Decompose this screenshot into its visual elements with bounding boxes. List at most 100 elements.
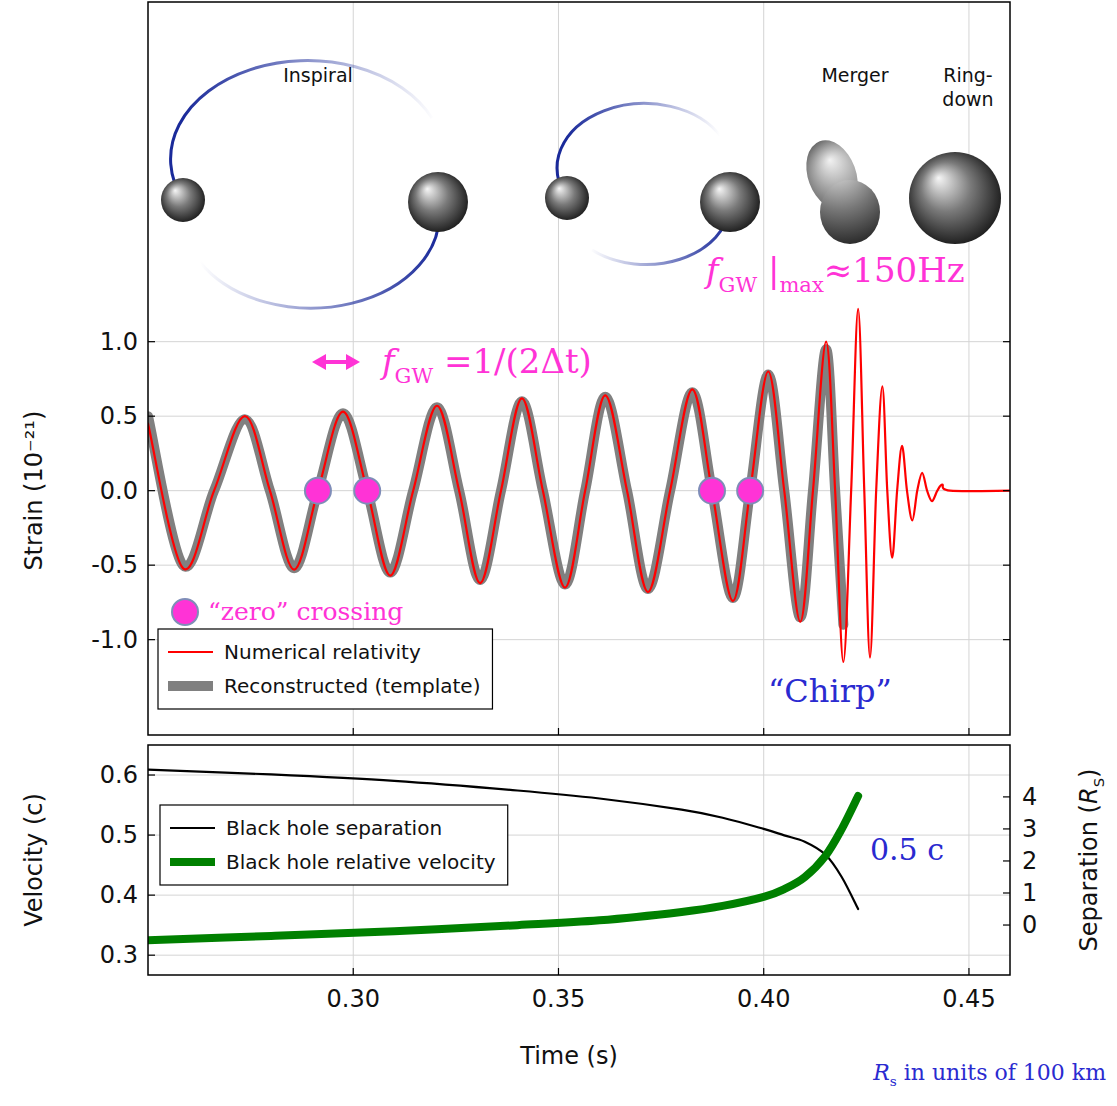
legend-box bbox=[160, 805, 508, 885]
frequency-annotation: fGW =1/(2Δt) bbox=[379, 341, 592, 388]
tick-mark bbox=[148, 895, 155, 896]
velocity-line bbox=[148, 796, 858, 940]
zero-crossing-dot bbox=[699, 478, 725, 504]
tick-label: 0.5 bbox=[100, 821, 138, 849]
tick-label: 1 bbox=[1022, 879, 1037, 907]
grid-line bbox=[148, 955, 1010, 956]
arrow-head bbox=[346, 354, 360, 370]
arrow-head bbox=[312, 354, 326, 370]
grid-line bbox=[763, 2, 764, 735]
strain-line bbox=[148, 309, 1010, 662]
legend-label: Numerical relativity bbox=[224, 640, 421, 664]
legend-label: Reconstructed (template) bbox=[224, 674, 480, 698]
black-hole bbox=[700, 172, 760, 232]
grid-line bbox=[968, 2, 969, 735]
black-hole bbox=[545, 176, 589, 220]
tick-label: 0.5 bbox=[100, 402, 138, 430]
tick-label: 4 bbox=[1022, 783, 1037, 811]
text-run: | bbox=[757, 250, 779, 290]
text-run: ≈150Hz bbox=[824, 250, 965, 290]
grid-line bbox=[148, 565, 1010, 566]
annotations: fGW =1/(2Δt)fGW |max≈150Hz“Chirp” bbox=[312, 250, 965, 710]
subscript: s bbox=[890, 1073, 897, 1089]
tick-mark bbox=[1003, 565, 1010, 566]
zero-crossing-dot bbox=[737, 478, 763, 504]
legend-swatch bbox=[168, 681, 213, 691]
velocity-annotation: 0.5 c bbox=[870, 832, 944, 867]
tick-label: 0.45 bbox=[942, 985, 995, 1013]
tick-mark bbox=[1003, 416, 1010, 417]
tick-mark bbox=[148, 416, 155, 417]
tick-label: 2 bbox=[1022, 847, 1037, 875]
text-run: R bbox=[1075, 787, 1103, 804]
tick-mark bbox=[1003, 639, 1010, 640]
legend-swatch bbox=[170, 858, 215, 866]
tick-mark bbox=[1003, 796, 1010, 797]
tick-mark bbox=[353, 728, 354, 735]
text-run: =1/(2Δt) bbox=[433, 341, 592, 381]
tick-label: -1.0 bbox=[91, 626, 138, 654]
text-run: ) bbox=[1075, 769, 1103, 778]
tick-mark bbox=[763, 968, 764, 975]
tick-label: 0.40 bbox=[737, 985, 790, 1013]
legend-swatch bbox=[168, 651, 213, 653]
tick-mark bbox=[148, 834, 155, 835]
tick-mark bbox=[148, 490, 155, 491]
grid-line bbox=[558, 745, 559, 975]
subscript: GW bbox=[395, 363, 434, 388]
grid-line bbox=[968, 745, 969, 975]
axis-title: Time (s) bbox=[519, 1042, 618, 1070]
tick-mark bbox=[1003, 828, 1010, 829]
text-run: R bbox=[872, 1060, 890, 1085]
plot-frame bbox=[148, 745, 1010, 975]
subscript: S bbox=[1090, 778, 1108, 787]
tick-mark bbox=[148, 774, 155, 775]
grid-line bbox=[763, 745, 764, 975]
grid-line bbox=[148, 416, 1010, 417]
tick-mark bbox=[148, 955, 155, 956]
legend: Black hole separationBlack hole relative… bbox=[160, 805, 508, 885]
axis-title: Separation (RS) bbox=[1075, 769, 1108, 952]
merger-lobe bbox=[820, 180, 880, 244]
separation-line bbox=[148, 770, 858, 909]
black-hole bbox=[408, 172, 468, 232]
units-annotation: Rs in units of 100 km bbox=[872, 1060, 1106, 1089]
plot-frame bbox=[148, 2, 1010, 735]
strain-series bbox=[148, 309, 1010, 662]
tick-mark bbox=[148, 639, 155, 640]
tick-label: 0.0 bbox=[100, 477, 138, 505]
orbit bbox=[171, 61, 432, 200]
grid-line bbox=[148, 895, 1010, 896]
zero-crossing-dot bbox=[305, 478, 331, 504]
zero-crossing-key: “zero” crossing bbox=[172, 597, 403, 626]
orbit bbox=[200, 205, 439, 308]
tick-mark bbox=[353, 968, 354, 975]
tick-mark bbox=[1003, 341, 1010, 342]
final-black-hole bbox=[909, 152, 1001, 244]
legend-box bbox=[158, 629, 492, 709]
tick-mark bbox=[1003, 892, 1010, 893]
text-run: Separation ( bbox=[1075, 804, 1103, 951]
tick-mark bbox=[1003, 860, 1010, 861]
tick-label: 0 bbox=[1022, 911, 1037, 939]
phase-label: Inspiral bbox=[283, 64, 353, 86]
phase-label: Ring-down bbox=[942, 64, 993, 110]
tick-mark bbox=[148, 565, 155, 566]
tick-mark bbox=[968, 968, 969, 975]
tick-label: 0.3 bbox=[100, 941, 138, 969]
tick-label: 0.35 bbox=[532, 985, 585, 1013]
tick-mark bbox=[1003, 490, 1010, 491]
tick-label: 3 bbox=[1022, 815, 1037, 843]
bottom-series bbox=[148, 770, 858, 941]
tick-mark bbox=[1003, 924, 1010, 925]
chirp-annotation: “Chirp” bbox=[768, 672, 892, 710]
key-dot bbox=[172, 599, 198, 625]
black-hole bbox=[161, 178, 205, 222]
merging-black-holes bbox=[797, 133, 880, 244]
subscript: max bbox=[779, 272, 824, 297]
tick-mark bbox=[763, 728, 764, 735]
tick-label: -0.5 bbox=[91, 551, 138, 579]
tick-mark bbox=[558, 968, 559, 975]
phase-line: Ring- bbox=[943, 64, 992, 86]
strain-chart: InspiralMergerRing-down-1.0-0.50.00.51.0… bbox=[20, 2, 1010, 735]
